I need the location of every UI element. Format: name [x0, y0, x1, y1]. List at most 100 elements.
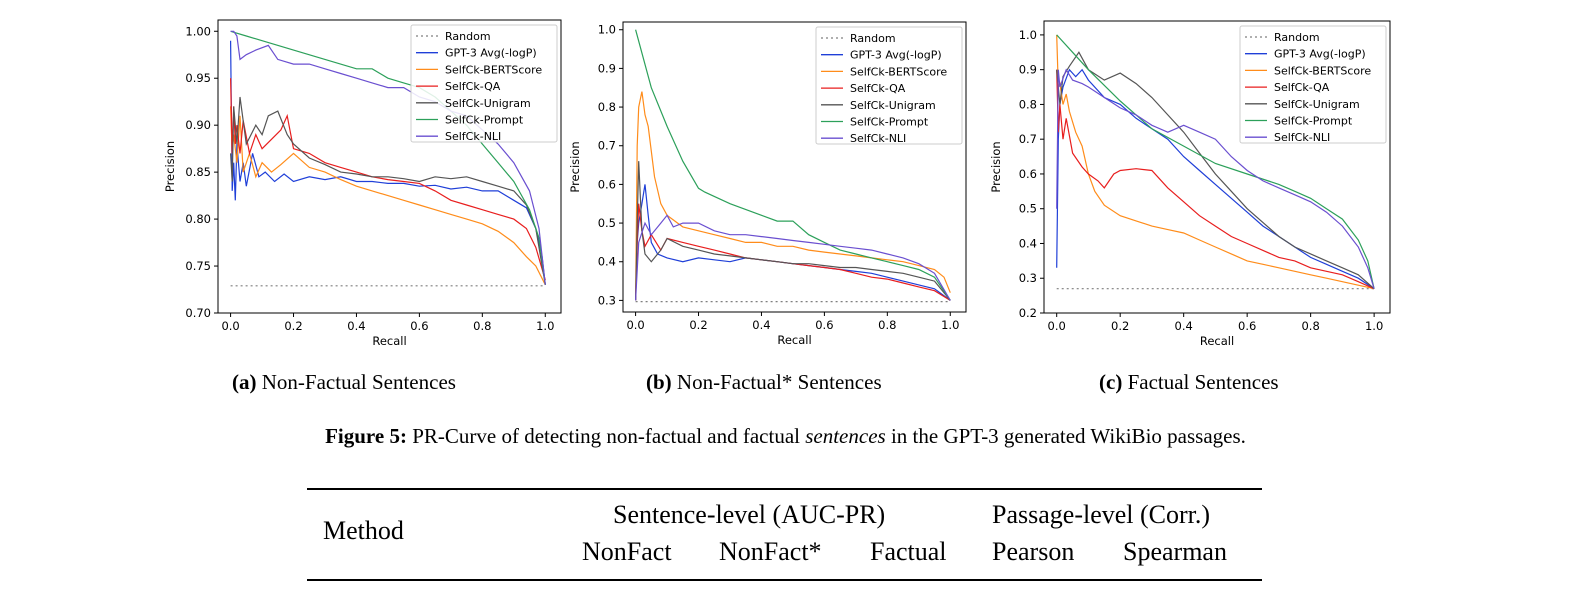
- y-axis-label: Precision: [568, 141, 582, 192]
- x-tick-label: 0.4: [347, 319, 365, 333]
- x-axis-label: Recall: [777, 333, 811, 347]
- legend-label: SelfCk-Prompt: [445, 114, 524, 127]
- table-header-nonfact: NonFact: [582, 537, 672, 566]
- y-tick-label: 0.8: [1019, 97, 1037, 111]
- table-header-passage-level: Passage-level (Corr.): [992, 500, 1211, 529]
- legend-box: [410, 24, 558, 143]
- y-tick-label: 0.7: [1019, 132, 1037, 146]
- series-line-selfck-bertscore: [1056, 34, 1375, 290]
- y-tick-label: 0.7: [598, 139, 616, 153]
- subcaption-c: (c) Factual Sentences: [1099, 370, 1279, 395]
- x-tick-label: 0.6: [410, 319, 428, 333]
- figure-caption-emphasis: sentences: [805, 424, 886, 448]
- y-tick-label: 0.2: [1019, 306, 1037, 320]
- y-tick-label: 0.3: [598, 293, 616, 307]
- subcaption-b-text: Non-Factual* Sentences: [676, 370, 882, 394]
- pr-curve-factual: 0.0 0.2 0.4 0.6 0.8 1.0 0.2 0.3 0.4 0.5 0.6 0.7 0.8 0…: [989, 20, 1391, 348]
- legend-label: SelfCk-NLI: [1274, 131, 1330, 144]
- y-tick-label: 0.75: [185, 259, 211, 273]
- pr-curve-nonfactual-star: 0.0 0.2 0.4 0.6 0.8 1.0 0.3 0.4 0.5 0.6 0.7 0.8 0.9 1…: [568, 21, 967, 347]
- series-line-gpt-3-avg-logp: [1056, 68, 1375, 290]
- legend-label: SelfCk-Unigram: [445, 97, 531, 110]
- legend: Random GPT-3 Avg(-logP) SelfCk-BERTScore Se…: [815, 26, 963, 145]
- table-mid-rule: [307, 579, 1262, 581]
- series-line-selfck-prompt: [1056, 34, 1375, 289]
- legend: Random GPT-3 Avg(-logP) SelfCk-BERTScore Se…: [410, 24, 558, 143]
- legend-label: SelfCk-QA: [445, 80, 501, 93]
- y-tick-label: 0.4: [598, 255, 616, 269]
- y-tick-label: 0.3: [1019, 271, 1037, 285]
- table-top-rule: [307, 488, 1262, 490]
- legend-label: GPT-3 Avg(-logP): [445, 47, 537, 60]
- pr-curve-nonfactual: 0.0 0.2 0.4 0.6 0.8 1.0 0.70 0.75 0.80 0.85 0.90 0.…: [163, 19, 562, 348]
- series-line-selfck-prompt: [635, 29, 951, 301]
- figure-caption-post: in the GPT-3 generated WikiBio passages.: [890, 424, 1246, 448]
- y-tick-label: 0.6: [1019, 167, 1037, 181]
- series-line-selfck-bertscore: [230, 106, 546, 286]
- series-line-selfck-qa: [635, 203, 951, 301]
- table-header-pearson: Pearson: [992, 537, 1075, 566]
- legend-label: SelfCk-Prompt: [1274, 115, 1353, 128]
- subcaption-c-text: Factual Sentences: [1127, 370, 1279, 394]
- table-header-sentence-level: Sentence-level (AUC-PR): [613, 500, 886, 529]
- legend-label: SelfCk-BERTScore: [850, 65, 947, 78]
- table-header-factual: Factual: [870, 537, 947, 566]
- legend-label: GPT-3 Avg(-logP): [850, 49, 942, 62]
- y-tick-label: 0.8: [598, 100, 616, 114]
- legend-box: [815, 26, 963, 145]
- x-tick-label: 0.0: [1048, 319, 1066, 333]
- series-line-selfck-nli: [1056, 68, 1375, 289]
- x-tick-label: 1.0: [1365, 319, 1383, 333]
- subcaption-b: (b) Non-Factual* Sentences: [646, 370, 882, 395]
- x-axis-label: Recall: [1200, 334, 1234, 348]
- subcaption-b-letter: (b): [646, 370, 672, 394]
- series-line-selfck-qa: [1056, 69, 1375, 290]
- y-tick-label: 0.9: [598, 61, 616, 75]
- legend-box: [1239, 25, 1387, 144]
- x-tick-label: 0.2: [1111, 319, 1129, 333]
- y-tick-label: 0.5: [598, 216, 616, 230]
- series-line-selfck-nli: [635, 214, 951, 301]
- y-tick-label: 0.95: [185, 71, 211, 85]
- table-header-nonfact-star: NonFact*: [719, 537, 822, 566]
- x-tick-label: 0.6: [815, 318, 833, 332]
- x-tick-label: 0.8: [878, 318, 896, 332]
- y-tick-label: 0.4: [1019, 236, 1037, 250]
- legend-label: SelfCk-QA: [850, 82, 906, 95]
- legend-label: Random: [1274, 31, 1320, 44]
- x-tick-label: 0.6: [1238, 319, 1256, 333]
- subcaption-a: (a) Non-Factual Sentences: [232, 370, 456, 395]
- series-line-selfck-qa: [230, 78, 546, 281]
- x-tick-label: 0.4: [1175, 319, 1193, 333]
- x-tick-label: 0.2: [284, 319, 302, 333]
- x-tick-label: 0.8: [473, 319, 491, 333]
- table-header-spearman: Spearman: [1123, 537, 1227, 566]
- legend-label: SelfCk-NLI: [850, 132, 906, 145]
- x-tick-label: 0.0: [221, 319, 239, 333]
- series-lines: [635, 29, 951, 303]
- y-tick-label: 0.5: [1019, 202, 1037, 216]
- x-tick-label: 0.4: [752, 318, 770, 332]
- y-tick-label: 1.00: [185, 24, 211, 38]
- y-tick-label: 1.0: [1019, 28, 1037, 42]
- table-header-method: Method: [323, 516, 404, 545]
- series-line-selfck-unigram: [1056, 51, 1375, 290]
- plot-frame: [1043, 20, 1391, 314]
- legend-label: Random: [850, 32, 896, 45]
- plot-frame: [217, 19, 562, 314]
- x-tick-label: 0.0: [626, 318, 644, 332]
- y-tick-label: 0.9: [1019, 63, 1037, 77]
- x-tick-label: 1.0: [941, 318, 959, 332]
- x-axis-label: Recall: [372, 334, 406, 348]
- figure-caption: Figure 5: PR-Curve of detecting non-fact…: [0, 424, 1571, 449]
- x-tick-label: 1.0: [536, 319, 554, 333]
- y-axis-label: Precision: [163, 141, 177, 192]
- legend-label: Random: [445, 30, 491, 43]
- x-tick-label: 0.2: [689, 318, 707, 332]
- figure-panels: 0.0 0.2 0.4 0.6 0.8 1.0 0.70 0.75 0.80 0.85 0.90 0.…: [163, 19, 1391, 395]
- y-tick-label: 0.85: [185, 165, 211, 179]
- y-tick-label: 0.90: [185, 118, 211, 132]
- series-lines: [1056, 34, 1375, 290]
- y-tick-label: 0.70: [185, 306, 211, 320]
- legend-label: GPT-3 Avg(-logP): [1274, 48, 1366, 61]
